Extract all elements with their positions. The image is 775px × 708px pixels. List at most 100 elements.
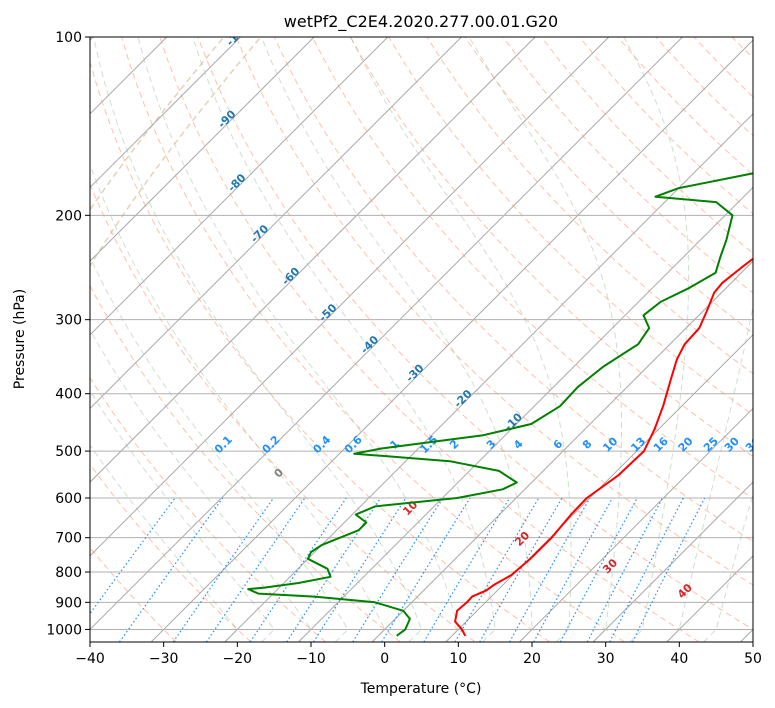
moist-adiabat-line <box>468 37 622 642</box>
isotherm-line <box>740 628 753 642</box>
moist-adiabat-label: 20 <box>512 529 532 549</box>
isotherm-line <box>90 37 389 336</box>
isotherm-line <box>90 37 536 483</box>
y-tick-label: 600 <box>55 491 82 507</box>
dry-adiabat-line <box>90 463 252 642</box>
dry-adiabat-line <box>90 60 551 642</box>
x-axis-label: Temperature (°C) <box>360 681 482 697</box>
x-tick-label: −20 <box>223 651 253 667</box>
isotherm-line <box>666 555 753 642</box>
isotherm-line <box>371 260 753 642</box>
dry-adiabat-line <box>770 37 775 642</box>
dry-adiabat-line <box>159 37 700 642</box>
moist-adiabat-line <box>93 37 423 642</box>
mixing-ratio-label: 13 <box>628 435 648 455</box>
dry-adiabat-line <box>273 37 753 543</box>
moist-adiabat-label: 0 <box>272 466 287 481</box>
dry-adiabat-label: -100 <box>224 20 253 49</box>
mixing-ratio-line <box>352 497 444 642</box>
dry-adiabat-line <box>235 37 753 586</box>
moist-adiabat-line <box>666 304 753 642</box>
isotherm-line <box>445 334 753 642</box>
isotherm-line <box>150 39 753 642</box>
mixing-ratio-label: 8 <box>580 437 595 452</box>
moist-adiabat-line <box>623 37 690 642</box>
mixing-ratio-line <box>423 497 511 642</box>
moist-adiabat-line <box>260 37 533 642</box>
moist-adiabat-label: 30 <box>600 556 620 576</box>
dry-adiabat-label: -30 <box>403 361 426 384</box>
isotherm-line <box>90 37 241 189</box>
dry-adiabat-line <box>90 37 225 211</box>
dry-adiabat-line <box>121 37 625 642</box>
mixing-ratio-line <box>119 497 224 642</box>
dry-adiabat-label: -20 <box>451 387 474 410</box>
mixing-ratio-label: 36 <box>743 434 763 454</box>
mixing-ratio-line <box>609 497 684 642</box>
dry-adiabat-label: -40 <box>358 333 381 356</box>
plot-frame <box>89 36 754 643</box>
mixing-ratio-label: 0.4 <box>310 433 333 456</box>
dewpoint-profile-line <box>247 172 753 637</box>
mixing-ratio-line <box>90 497 176 615</box>
y-tick-label: 200 <box>55 208 82 224</box>
y-axis-label: Pressure (hPa) <box>12 289 28 389</box>
moist-adiabat-label: 10 <box>400 498 420 518</box>
x-tick-label: 10 <box>449 651 467 667</box>
mixing-ratio-line <box>559 497 638 642</box>
dry-adiabat-line <box>464 37 753 334</box>
x-tick-label: −40 <box>75 651 105 667</box>
dry-adiabat-line <box>541 37 753 254</box>
mixing-ratio-line <box>632 497 706 642</box>
y-tick-label: 900 <box>55 595 82 611</box>
moist-adiabat-line <box>192 37 496 642</box>
dry-adiabat-label: -80 <box>225 171 248 194</box>
x-tick-label: 0 <box>380 651 389 667</box>
isotherm-line <box>90 37 683 631</box>
mixing-ratio-label: 1 <box>387 437 402 452</box>
mixing-ratio-line <box>249 497 347 642</box>
y-tick-label: 500 <box>55 444 82 460</box>
mixing-ratio-line <box>205 497 306 642</box>
chart-title: wetPf2_C2E4.2020.277.00.01.G20 <box>284 12 558 32</box>
y-tick-label: 300 <box>55 313 82 329</box>
x-tick-label: −10 <box>296 651 326 667</box>
dry-adiabat-line <box>655 37 753 137</box>
y-tick-label: 800 <box>55 565 82 581</box>
mixing-ratio-label: 3 <box>484 437 499 452</box>
dry-adiabat-line <box>90 284 401 642</box>
mixing-ratio-label: 0.1 <box>212 433 235 456</box>
temperature-profile-line <box>454 257 753 637</box>
mixing-ratio-label: 4 <box>511 437 526 452</box>
isotherm-line <box>90 37 462 410</box>
mixing-ratio-line <box>381 497 471 642</box>
dry-adiabat-label: -90 <box>215 107 238 130</box>
dry-adiabat-line <box>197 37 753 630</box>
dry-adiabat-line <box>311 37 753 500</box>
isotherm-line <box>90 37 315 262</box>
mixing-ratio-line <box>533 497 614 642</box>
y-tick-label: 400 <box>55 387 82 403</box>
dry-adiabat-line <box>502 37 753 294</box>
moist-adiabat-label: 40 <box>675 581 695 601</box>
y-tick-label: 700 <box>55 531 82 547</box>
mixing-ratio-line <box>586 497 664 642</box>
mixing-ratio-line <box>454 497 540 642</box>
isotherm-line <box>519 407 753 642</box>
isotherm-line <box>298 186 753 642</box>
y-tick-label: 1000 <box>46 622 82 638</box>
dry-adiabat-label: -70 <box>248 222 271 245</box>
moist-adiabat-line <box>137 37 459 642</box>
dry-adiabat-line <box>693 37 753 98</box>
dry-adiabat-line <box>90 376 327 642</box>
y-tick-label: 100 <box>55 30 82 46</box>
dry-adiabat-label: -60 <box>279 265 302 288</box>
x-tick-label: 20 <box>523 651 541 667</box>
isotherm-line <box>90 37 610 557</box>
x-tick-label: 40 <box>670 651 688 667</box>
moist-adiabat-line <box>90 256 349 642</box>
isotherm-line <box>592 481 753 642</box>
x-tick-label: 30 <box>597 651 615 667</box>
moist-adiabat-line <box>90 444 238 642</box>
